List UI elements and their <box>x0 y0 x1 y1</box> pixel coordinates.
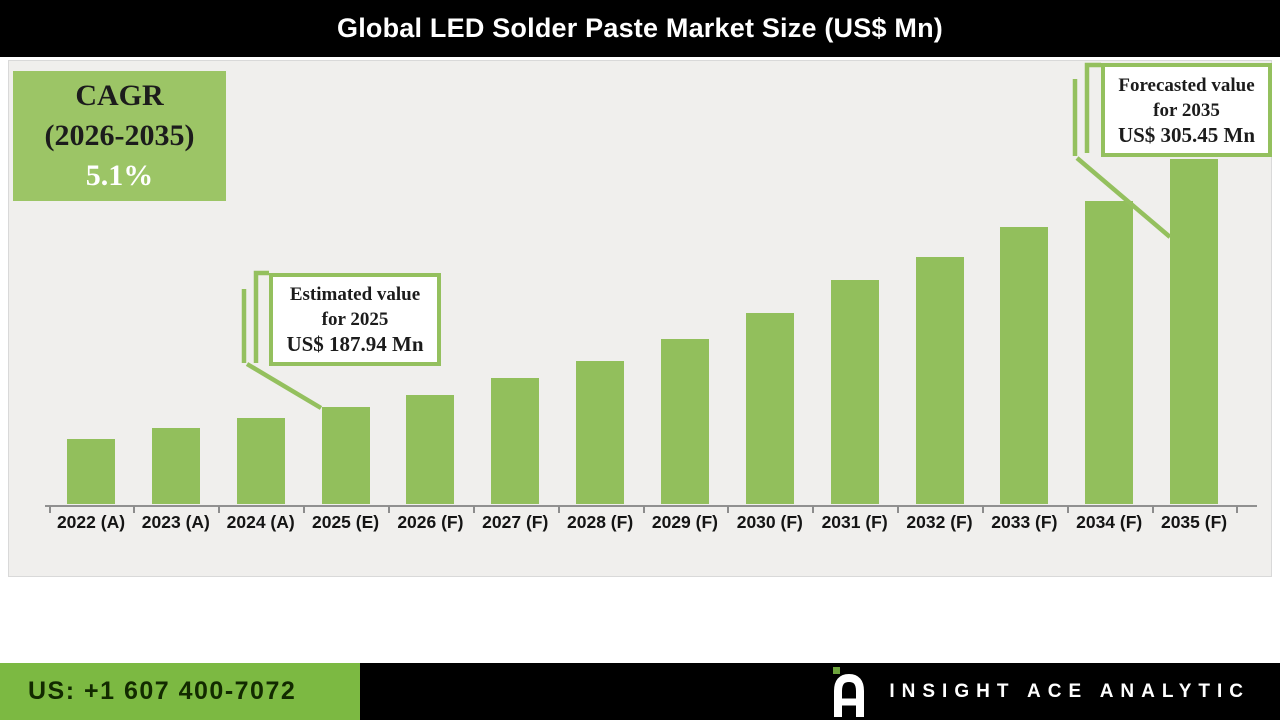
bar-2034-f <box>1085 201 1134 504</box>
estimated-value-callout: Estimated value for 2025 US$ 187.94 Mn <box>269 273 441 366</box>
forecasted-value-callout: Forecasted value for 2035 US$ 305.45 Mn <box>1101 63 1272 157</box>
x-label-2031: 2031 (F) <box>821 512 888 532</box>
x-label-2029: 2029 (F) <box>651 512 718 532</box>
x-axis-tick <box>642 506 645 513</box>
brand-block: INSIGHT ACE ANALYTIC <box>831 663 1250 720</box>
bar-2025-e <box>321 407 370 504</box>
bar-2030-f <box>745 313 794 504</box>
bar-2032-f <box>915 257 964 504</box>
x-axis-tick <box>981 506 984 513</box>
cagr-label: CAGR <box>75 79 164 112</box>
bar-2027-f <box>491 378 540 504</box>
bar-2033-f <box>1000 227 1049 504</box>
page-title: Global LED Solder Paste Market Size (US$… <box>337 13 943 43</box>
x-label-2023: 2023 (A) <box>141 512 210 532</box>
chart-panel: 2022 (A) 2023 (A) 2024 (A) 2025 (E) 2026 (F)… <box>8 60 1272 577</box>
brand-name: INSIGHT ACE ANALYTIC <box>889 680 1250 702</box>
x-axis-tick <box>303 506 306 513</box>
bar-2026-f <box>406 395 455 504</box>
estimated-callout-line1: Estimated value <box>289 284 421 305</box>
x-label-2033: 2033 (F) <box>991 512 1058 532</box>
footer-bar: US: +1 607 400-7072 INSIGHT ACE ANALYTIC <box>0 663 1280 720</box>
x-label-2026: 2026 (F) <box>397 512 464 532</box>
forecasted-callout-line2: for 2035 <box>1153 99 1220 121</box>
x-axis-tick <box>387 506 390 513</box>
x-label-2030: 2030 (F) <box>736 512 803 532</box>
x-axis-tick <box>557 506 560 513</box>
x-axis-tick <box>133 506 136 513</box>
phone-number: US: +1 607 400-7072 <box>28 677 297 705</box>
x-label-2035: 2035 (F) <box>1160 512 1228 532</box>
x-label-2027: 2027 (F) <box>482 512 549 532</box>
x-axis-tick <box>472 506 475 513</box>
x-label-2034: 2034 (F) <box>1076 512 1143 532</box>
bar-2022-a <box>67 439 115 504</box>
forecasted-callout-value: US$ 305.45 Mn <box>1117 122 1256 147</box>
x-label-2032: 2032 (F) <box>906 512 973 532</box>
bar-2029-f <box>660 339 709 504</box>
insight-ace-logo-icon <box>831 666 867 717</box>
x-axis-tick <box>812 506 815 513</box>
bar-2023-a <box>151 428 200 504</box>
cagr-value: 5.1% <box>85 159 154 192</box>
x-label-2022: 2022 (A) <box>56 512 126 532</box>
x-axis-tick <box>218 506 221 513</box>
cagr-period: (2026-2035) <box>44 119 195 152</box>
cagr-badge: CAGR (2026-2035) 5.1% <box>13 71 226 201</box>
x-axis-tick <box>48 506 51 513</box>
x-label-2025: 2025 (E) <box>311 512 380 532</box>
bar-2024-a <box>236 418 285 504</box>
x-axis-tick <box>727 506 730 513</box>
estimated-callout-line2: for 2025 <box>321 309 389 330</box>
bar-2035-f <box>1170 159 1219 504</box>
estimated-callout-value: US$ 187.94 Mn <box>286 332 424 356</box>
x-label-2028: 2028 (F) <box>567 512 634 532</box>
bar-2028-f <box>576 361 625 504</box>
x-axis-tick <box>1236 506 1239 513</box>
x-axis-line <box>45 505 1257 507</box>
bar-2031-f <box>830 280 879 504</box>
contributors-band: Market Contributors: AIMCo Heraeus Indiu… <box>0 577 1280 663</box>
x-axis-tick <box>1151 506 1154 513</box>
phone-box: US: +1 607 400-7072 <box>0 663 360 720</box>
x-axis-tick <box>897 506 900 513</box>
x-axis-tick <box>1066 506 1069 513</box>
title-bar: Global LED Solder Paste Market Size (US$… <box>0 0 1280 57</box>
forecasted-callout-line1: Forecasted value <box>1118 74 1255 96</box>
x-label-2024: 2024 (A) <box>226 512 295 532</box>
